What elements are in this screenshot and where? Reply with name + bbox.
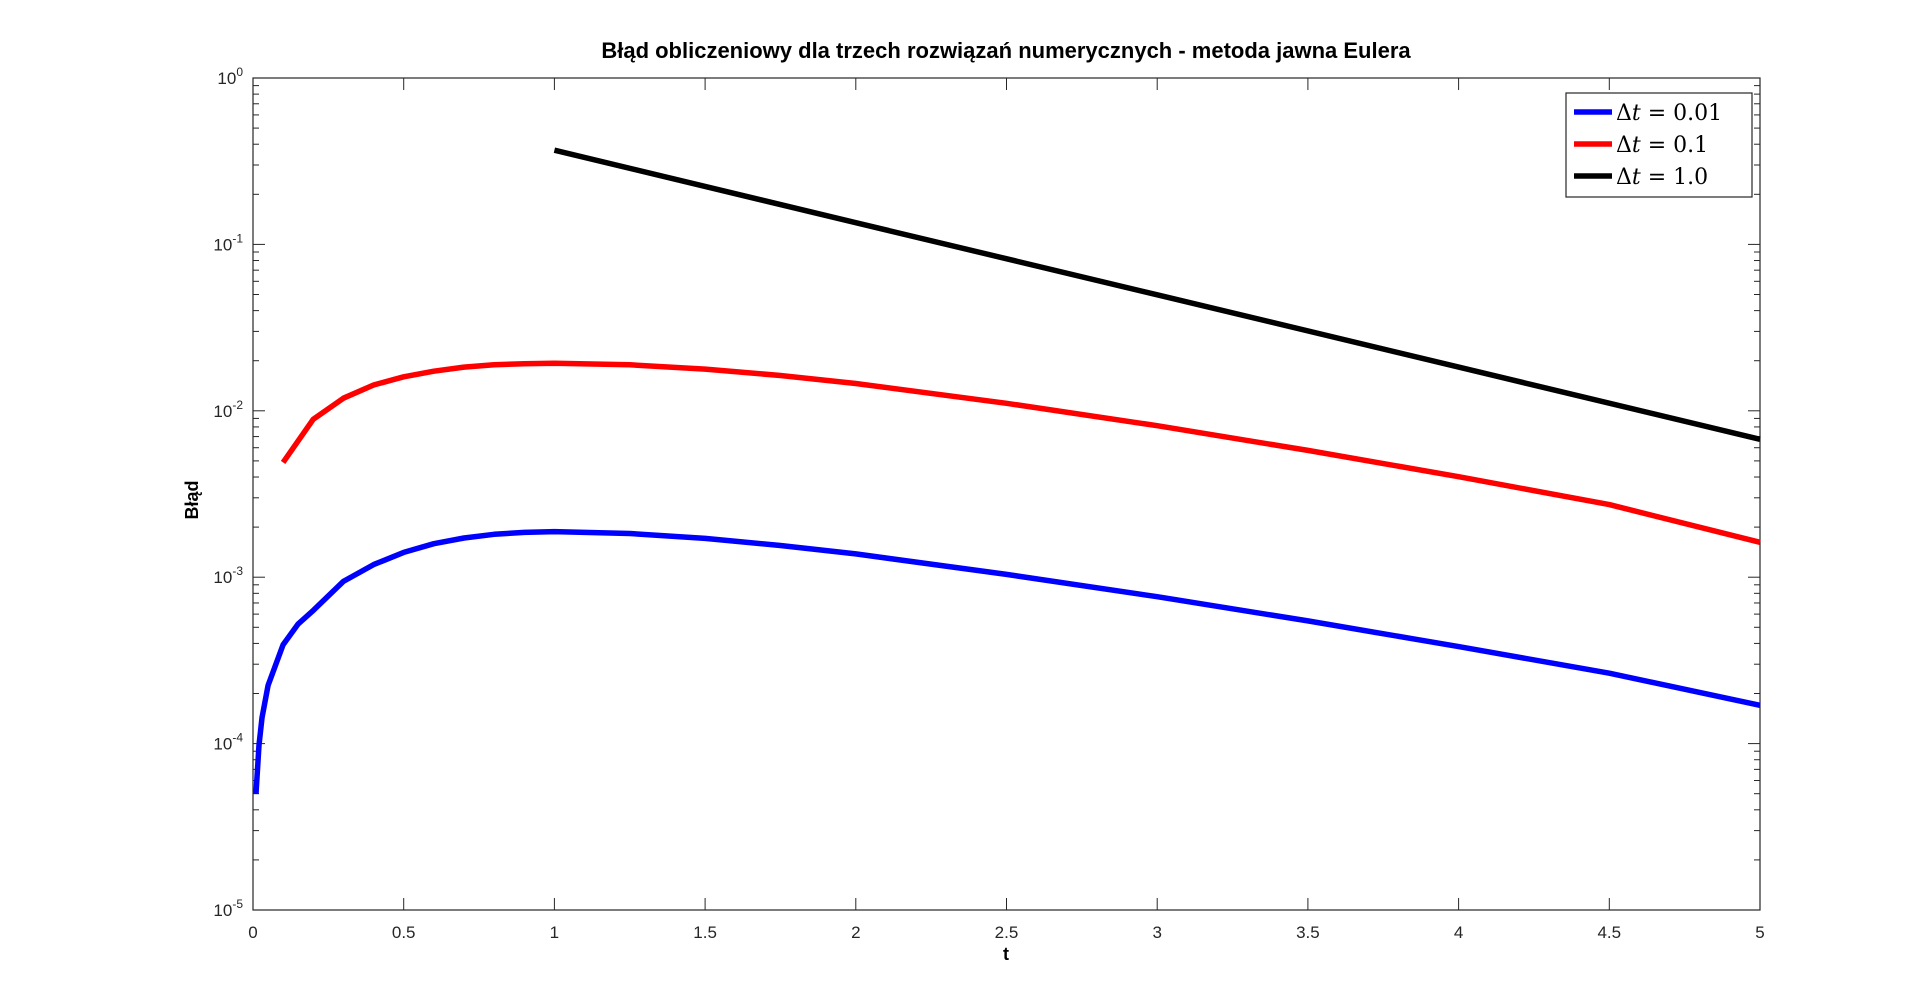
x-tick-label: 3 (1152, 923, 1161, 942)
series-line-2 (280, 360, 1761, 545)
y-tick-label: 10-4 (213, 731, 243, 754)
chart-title: Błąd obliczeniowy dla trzech rozwiązań n… (601, 38, 1411, 63)
x-tick-label: 2.5 (995, 923, 1019, 942)
legend-entry: Δt = 0.1 (1616, 133, 1708, 158)
y-tick-label: 10-1 (213, 231, 243, 254)
series-line-1 (253, 528, 1761, 794)
legend: Δt = 0.01 Δt = 0.1 Δt = 1.0 (1565, 92, 1753, 198)
y-tick-label: 100 (217, 65, 243, 88)
legend-entry: Δt = 0.01 (1616, 101, 1722, 126)
x-tick-label: 2 (851, 923, 860, 942)
x-tick-label: 5 (1755, 923, 1764, 942)
plot-area: 0 0.5 1 1.5 2 2.5 3 3.5 4 4.5 5 100 10-1 10-2 10-3 10-4… (213, 65, 1764, 942)
x-tick-label: 1 (550, 923, 559, 942)
y-tick-label: 10-3 (213, 564, 243, 587)
y-tick-label: 10-5 (213, 897, 243, 920)
x-tick-label: 4 (1454, 923, 1463, 942)
y-tick-label: 10-2 (213, 398, 243, 421)
x-tick-label: 4.5 (1597, 923, 1621, 942)
x-tick-label: 1.5 (693, 923, 717, 942)
x-tick-label: 0.5 (392, 923, 416, 942)
series-line-3 (553, 147, 1761, 442)
x-axis-label: t (1003, 944, 1009, 964)
legend-entry: Δt = 1.0 (1616, 165, 1708, 190)
x-tick-label: 0 (248, 923, 257, 942)
axes-frame (252, 77, 1761, 911)
y-axis-label: Błąd (182, 480, 202, 519)
x-tick-label: 3.5 (1296, 923, 1320, 942)
